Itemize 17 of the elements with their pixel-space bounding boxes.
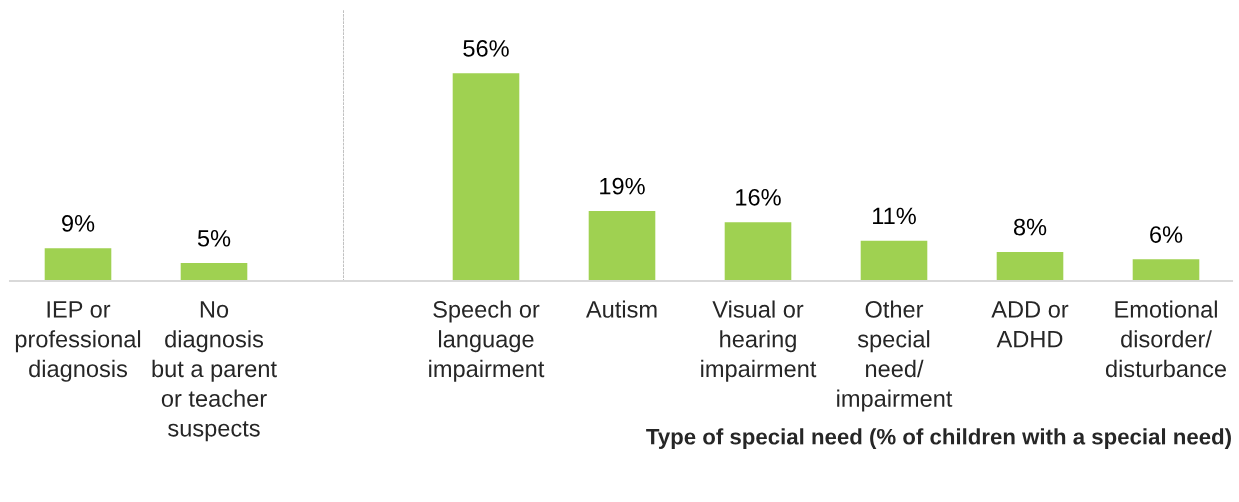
data-label: 19% [600, 177, 645, 195]
data-label: 9% [62, 215, 95, 232]
data-label: 56% [463, 40, 509, 57]
x-axis-title: Type of special need (% of children with a special need) [646, 428, 1231, 449]
x-tick-label: IEP or professional diagnosis [15, 301, 141, 382]
data-label: 11% [873, 207, 916, 225]
x-tick-label: Emotional disorder/ disturbance [1105, 300, 1226, 378]
x-tick-label: ADD or ADHD [991, 301, 1069, 348]
x-tick-label: Visual or hearing impairment [701, 300, 817, 382]
data-label: 16% [736, 188, 781, 206]
data-label: 6% [1150, 226, 1183, 243]
x-tick-label: Speech or language impairment [429, 300, 545, 382]
x-tick-label: Other special need/ impairment [837, 300, 953, 412]
data-label: 8% [1013, 218, 1047, 236]
data-label: 5% [197, 229, 231, 247]
x-tick-label: Autism [585, 300, 657, 318]
x-tick-label: No diagnosis but a parent or teacher suspects [152, 301, 277, 442]
